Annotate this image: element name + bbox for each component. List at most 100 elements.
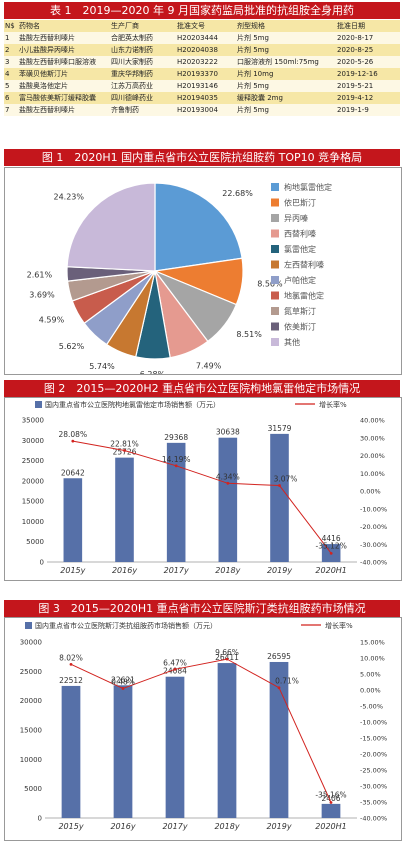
table1-cell: 2020-8-17 <box>337 34 374 42</box>
table1-cell: 2019-12-16 <box>337 70 378 78</box>
growth-value-label: 9.66% <box>215 648 239 657</box>
pie-svg: 22.68% 8.56% 8.51% 7.49% 6.28% 5.74% 5.62% 4.59… <box>27 182 332 374</box>
table1-header-cell: 剂型规格 <box>237 22 265 30</box>
table1-cell: H20204038 <box>177 46 218 54</box>
bar-value-label: 31579 <box>268 424 292 433</box>
pie-legend-label: 依巴斯汀 <box>284 198 316 208</box>
y2-axis-tick-label: 40.00% <box>360 417 385 425</box>
x-axis-tick-label: 2020H1 <box>315 822 346 831</box>
figure2-combo-chart: 国内重点省市公立医院枸地氯雷他定市场销售额（万元） 增长率% 0 5000 10000 1… <box>4 397 402 581</box>
table1-cell: 口服溶液剂 150ml:75mg <box>237 58 319 66</box>
y-axis-tick-label: 25000 <box>22 457 44 465</box>
y2-axis-tick-label: -10.00% <box>360 719 387 727</box>
growth-point <box>329 801 333 804</box>
pie-legend-swatch <box>271 322 279 331</box>
pie-slice-label: 8.56% <box>257 280 283 289</box>
pie-slice-label: 24.23% <box>53 192 84 201</box>
table1-cell: H20203222 <box>177 58 218 66</box>
table1-header-cell: 药物名 <box>19 22 40 30</box>
table1-header-cell: 批准日期 <box>337 22 365 30</box>
table1-cell: 苯磺贝他斯汀片 <box>19 70 68 78</box>
bar-value-label: 26595 <box>267 652 291 661</box>
pie-slice <box>66 182 156 272</box>
y-axis-tick-label: 20000 <box>20 697 42 705</box>
x-axis-tick-label: 2015y <box>58 822 83 831</box>
table1-cell: 片剂 5mg <box>237 106 269 114</box>
table1-cell: 小儿盐酸异丙嗪片 <box>19 46 75 54</box>
table1-cell: H20193146 <box>177 82 218 90</box>
legend-bar-label: 国内重点省市公立医院斯汀类抗组胺药市场销售额（万元） <box>35 621 217 630</box>
table1-row: 1 盐酸左西替利嗪片 合肥英太制药 H20203444 片剂 5mg 2020-8-17 <box>4 32 400 44</box>
table1-cell: 2019-1-9 <box>337 106 369 114</box>
figure3-svg: 国内重点省市公立医院斯汀类抗组胺药市场销售额（万元） 增长率% 0 5000 10000… <box>20 621 387 831</box>
pie-legend-swatch <box>271 198 279 207</box>
growth-value-label: 8.02% <box>59 653 83 662</box>
pie-legend-label: 西替利嗪 <box>284 229 316 239</box>
table1-cell: 3 <box>5 58 10 66</box>
growth-line <box>72 440 332 554</box>
pie-slice-label: 3.69% <box>29 291 55 300</box>
growth-point <box>278 484 281 487</box>
y2-axis-tick-label: 0.00% <box>360 488 381 496</box>
y2-axis-tick-label: 0.00% <box>360 687 381 695</box>
growth-point <box>173 667 177 671</box>
bar-value-label: 25726 <box>113 448 137 457</box>
bar <box>269 661 289 818</box>
bar-value-label: 22621 <box>111 675 135 684</box>
growth-value-label: 28.08% <box>58 430 87 439</box>
y2-axis-tick-label: -35.00% <box>360 799 387 807</box>
y-axis-tick-label: 35000 <box>22 417 44 425</box>
bar <box>165 676 185 818</box>
figure2-svg: 国内重点省市公立医院枸地氯雷他定市场销售额（万元） 增长率% 0 5000 10000 1… <box>22 400 387 575</box>
legend-line-label: 增长率% <box>319 400 347 409</box>
pie-slice-label: 5.74% <box>89 362 115 371</box>
x-axis-tick-label: 2019y <box>267 566 292 575</box>
pie-legend-swatch <box>271 276 279 284</box>
table1-grid: N$ 药物名 生产厂商 批准文号 剂型规格 批准日期 1 盐酸左西替利嗪片 合肥英太制药 H20… <box>4 20 400 116</box>
bar <box>113 685 133 818</box>
pie-legend-label: 枸地氯雷他定 <box>284 182 332 192</box>
growth-value-label: 4.34% <box>216 472 240 481</box>
growth-line <box>70 658 332 803</box>
growth-value-label: 22.81% <box>110 440 139 449</box>
y-axis-tick-label: 0 <box>40 559 44 567</box>
table1-cell: H20193004 <box>177 106 218 114</box>
y-axis-tick-label: 5000 <box>24 785 42 793</box>
y2-axis-tick-label: -15.00% <box>360 735 387 743</box>
figure3-title: 图 3 2015—2020H1 重点省市公立医院斯汀类抗组胺药市场情况 <box>4 600 400 617</box>
x-axis-tick-label: 2019y <box>266 822 291 831</box>
bar <box>61 685 81 818</box>
growth-point <box>123 449 126 452</box>
table1-cell: 4 <box>5 70 10 78</box>
table1-cell: 盐酸左西替利嗪片 <box>19 34 75 42</box>
table1-cell: 6 <box>5 94 10 102</box>
table1-cell: H20203444 <box>177 34 218 42</box>
x-axis-tick-label: 2020H1 <box>315 566 346 575</box>
growth-value-label: 6.47% <box>163 658 187 667</box>
y-axis-tick-label: 30000 <box>22 437 44 445</box>
y-axis-tick-label: 30000 <box>20 639 42 647</box>
bar <box>115 457 134 562</box>
table1-cell: 2019-4-12 <box>337 94 374 102</box>
table1-cell: 缓释胶囊 2mg <box>237 94 283 102</box>
table1-cell: 5 <box>5 82 10 90</box>
growth-value-label: 14.19% <box>162 455 191 464</box>
y2-axis-tick-label: 20.00% <box>360 452 385 460</box>
table1-header-cell: 批准文号 <box>177 22 205 30</box>
legend-bar-label: 国内重点省市公立医院枸地氯雷他定市场销售额（万元） <box>45 400 220 409</box>
x-axis-tick-label: 2015y <box>60 566 85 575</box>
table1-cell: 盐酸奥洛他定片 <box>19 82 68 90</box>
y2-axis-tick-label: 10.00% <box>360 470 385 478</box>
table1-cell: 片剂 10mg <box>237 70 274 78</box>
table1-cell: 片剂 5mg <box>237 46 269 54</box>
x-axis-tick-label: 2018y <box>214 822 239 831</box>
table1-cell: 2 <box>5 46 10 54</box>
table1-header-row: N$ 药物名 生产厂商 批准文号 剂型规格 批准日期 <box>4 20 400 32</box>
y2-axis-tick-label: -25.00% <box>360 767 387 775</box>
table1-row: 6 富马酸依美斯汀缓释胶囊 四川德峰药业 H20194035 缓释胶囊 2mg 2019-… <box>4 92 400 104</box>
y2-axis-tick-label: -30.00% <box>360 783 387 791</box>
pie-legend-label: 异丙嗪 <box>284 213 308 223</box>
y-axis-tick-label: 10000 <box>20 756 42 764</box>
y-axis-tick-label: 0 <box>38 815 42 823</box>
growth-value-label: -35.12% <box>316 541 347 550</box>
